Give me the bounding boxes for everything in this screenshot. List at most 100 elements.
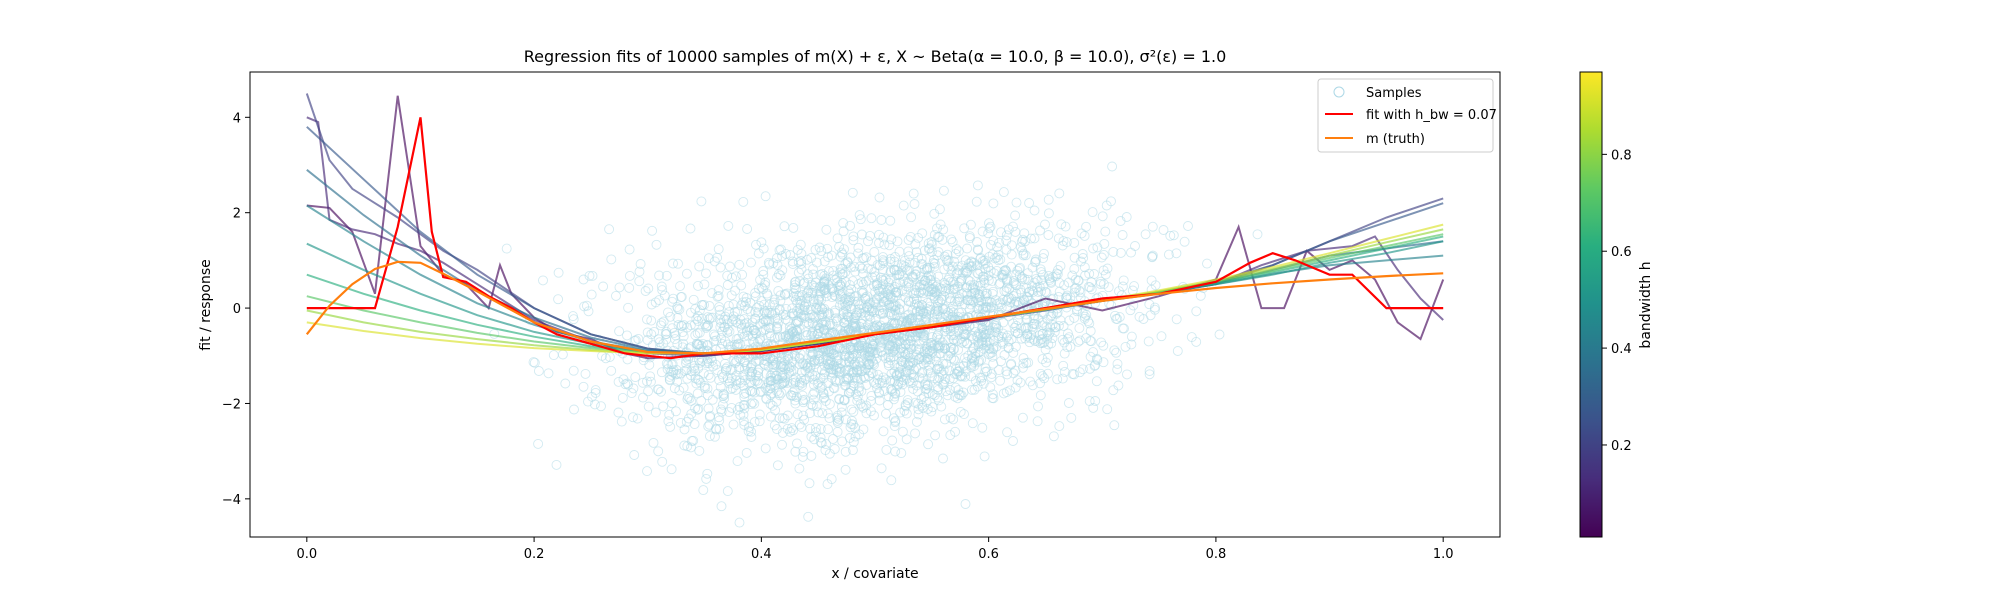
sample-point: [714, 423, 725, 434]
sample-point: [927, 402, 938, 413]
sample-point: [1069, 312, 1080, 323]
sample-point: [794, 359, 805, 370]
sample-point: [973, 245, 984, 256]
sample-point: [925, 275, 936, 286]
sample-point: [529, 357, 540, 368]
sample-point: [672, 302, 683, 313]
sample-point: [1079, 313, 1090, 324]
sample-point: [962, 288, 973, 299]
sample-point: [560, 378, 571, 389]
sample-point: [1041, 357, 1052, 368]
sample-point: [959, 336, 970, 347]
sample-point: [805, 357, 815, 368]
sample-point: [771, 424, 782, 435]
sample-point: [737, 329, 748, 339]
sample-point: [1035, 390, 1046, 401]
sample-point: [796, 248, 807, 259]
sample-point: [1027, 380, 1038, 391]
sample-point: [704, 412, 715, 422]
sample-point: [808, 264, 818, 275]
sample-point: [719, 393, 730, 404]
sample-point: [1172, 346, 1183, 356]
sample-point: [1001, 235, 1012, 246]
sample-point: [874, 395, 885, 406]
sample-point: [819, 256, 830, 267]
sample-point: [1057, 373, 1068, 384]
sample-point: [772, 322, 783, 333]
sample-point: [949, 256, 960, 267]
sample-point: [946, 353, 957, 364]
sample-point: [988, 198, 999, 209]
sample-point: [722, 362, 733, 373]
sample-point: [764, 322, 774, 333]
sample-point: [936, 401, 947, 412]
sample-point: [781, 303, 792, 314]
sample-point: [866, 353, 876, 364]
sample-point: [802, 329, 813, 340]
sample-point: [980, 302, 991, 313]
sample-point: [1078, 253, 1089, 263]
sample-point: [927, 389, 938, 400]
sample-point: [1084, 363, 1095, 374]
sample-point: [913, 311, 924, 322]
sample-point: [818, 346, 829, 357]
sample-point: [919, 276, 930, 287]
sample-point: [1146, 275, 1157, 286]
sample-point: [788, 365, 799, 376]
sample-point: [696, 196, 707, 207]
sample-point: [673, 258, 683, 269]
sample-point: [902, 265, 913, 275]
sample-point: [731, 334, 742, 345]
sample-point: [815, 432, 826, 443]
sample-point: [878, 307, 888, 318]
sample-point: [848, 235, 859, 246]
sample-point: [685, 320, 696, 331]
sample-point: [1090, 396, 1101, 406]
sample-point: [654, 270, 665, 281]
sample-point: [1158, 225, 1169, 235]
sample-point: [729, 355, 740, 366]
sample-point: [660, 329, 671, 340]
legend-truth-label: m (truth): [1366, 132, 1425, 147]
sample-point: [533, 366, 544, 376]
sample-point: [815, 281, 826, 292]
sample-point: [796, 295, 807, 306]
y-tick-label: −4: [222, 493, 241, 508]
sample-point: [715, 381, 726, 392]
sample-point: [942, 249, 953, 260]
sample-point: [726, 402, 737, 413]
sample-point: [1085, 351, 1096, 362]
sample-point: [850, 422, 861, 433]
sample-point: [717, 338, 728, 349]
sample-point: [704, 301, 715, 311]
sample-point: [933, 361, 944, 372]
sample-point: [870, 297, 881, 308]
sample-point: [777, 378, 788, 389]
sample-point: [807, 318, 818, 329]
sample-point: [847, 187, 858, 198]
sample-point: [813, 407, 824, 418]
sample-point: [1088, 347, 1099, 358]
sample-point: [1143, 336, 1154, 347]
sample-point: [779, 376, 790, 387]
sample-point: [819, 278, 830, 289]
sample-point: [671, 406, 681, 417]
sample-point: [829, 383, 840, 394]
sample-point: [829, 327, 840, 338]
sample-point: [714, 302, 725, 312]
sample-point: [1050, 322, 1061, 333]
sample-point: [950, 426, 961, 437]
sample-point: [826, 283, 837, 294]
sample-point: [763, 361, 774, 372]
sample-point: [1144, 366, 1155, 376]
truth-line: [305, 260, 1444, 355]
sample-point: [879, 386, 890, 396]
sample-point: [694, 445, 705, 456]
sample-point: [790, 351, 801, 361]
sample-point: [1013, 315, 1023, 325]
sample-point: [984, 325, 995, 336]
sample-point: [712, 252, 723, 263]
sample-point: [824, 448, 835, 459]
sample-point: [796, 422, 807, 433]
sample-point: [807, 400, 818, 411]
